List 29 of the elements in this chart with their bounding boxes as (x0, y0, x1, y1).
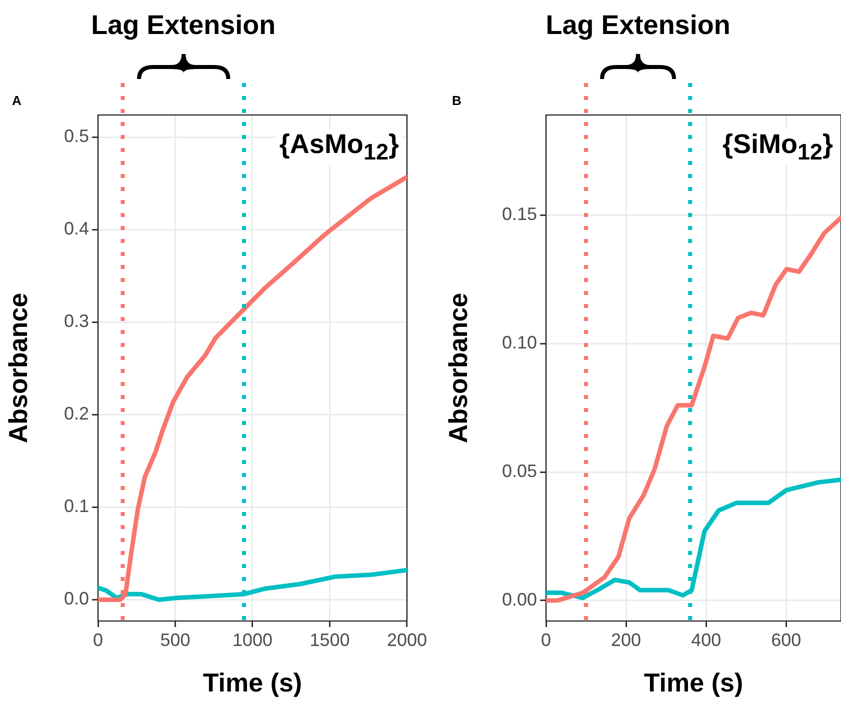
y-tick-label: 0.4 (64, 218, 89, 239)
y-axis-title: Absorbance (2, 292, 33, 444)
y-tick-label: 0.5 (64, 126, 89, 146)
annotation: {AsMo$_{12}$} (275, 129, 403, 166)
text: Lag Extension (546, 10, 730, 41)
x-tick-label: 500 (160, 630, 190, 650)
y-axis-title: Absorbance (442, 292, 473, 444)
text: A (12, 93, 22, 108)
y-tick-label: 0.2 (64, 404, 89, 424)
x-tick-label: 1000 (232, 630, 273, 650)
text: Lag Extension (91, 10, 276, 41)
x-tick-label: 200 (611, 630, 642, 650)
text: B (452, 93, 462, 108)
x-tick-label: 0 (92, 630, 104, 650)
annotation: {SiMo$_{12}$} (718, 129, 837, 166)
y-tick-label: 0.0 (64, 588, 89, 609)
x-tick-label: 0 (540, 630, 552, 650)
x-tick-label: 600 (771, 630, 802, 650)
y-tick-label: 0.1 (64, 496, 89, 516)
x-axis-title: Time (s) (202, 668, 302, 698)
y-tick-label: 0.05 (502, 460, 537, 481)
y-tick-label: 0.00 (502, 589, 537, 610)
x-tick-label: 2000 (386, 630, 427, 650)
y-tick-label: 0.3 (64, 311, 89, 332)
y-tick-label: 0.15 (502, 204, 537, 224)
x-tick-label: 400 (691, 630, 722, 650)
y-tick-label: 0.10 (502, 332, 537, 353)
x-tick-label: 1500 (310, 630, 350, 650)
x-axis-title: Time (s) (644, 668, 744, 698)
